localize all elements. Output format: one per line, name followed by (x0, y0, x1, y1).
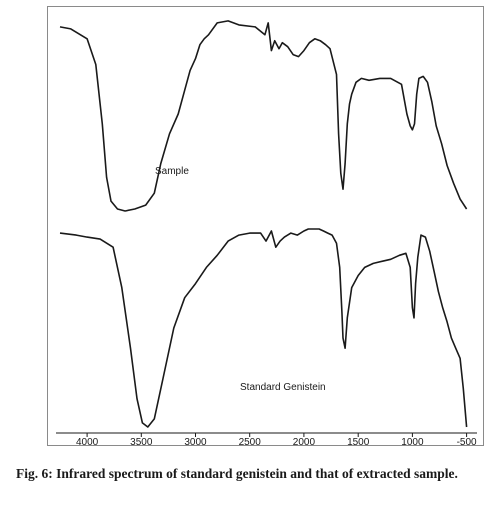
standard-genistein-label: Standard Genistein (240, 382, 326, 393)
x-tick-label: 2500 (239, 437, 262, 447)
x-tick-label: 3000 (184, 437, 207, 447)
figure-panel: 4000 3500 3000 2500 2000 1500 1000 -500 Sample … (47, 6, 484, 447)
ir-spectrum-plot: 4000 3500 3000 2500 2000 1500 1000 -500 (56, 20, 477, 447)
x-tick-label: 3500 (130, 437, 153, 447)
x-tick-label: 2000 (293, 437, 316, 447)
x-tick-label: 4000 (76, 437, 99, 447)
x-tick-label: 1000 (401, 437, 424, 447)
x-tick-label: 1500 (347, 437, 370, 447)
x-tick-label: -500 (457, 437, 477, 447)
figure-caption: Fig. 6: Infrared spectrum of standard ge… (16, 466, 458, 481)
sample-label: Sample (155, 166, 189, 177)
series-line-sample (59, 20, 468, 212)
series-line-standard-genistein (59, 228, 468, 428)
